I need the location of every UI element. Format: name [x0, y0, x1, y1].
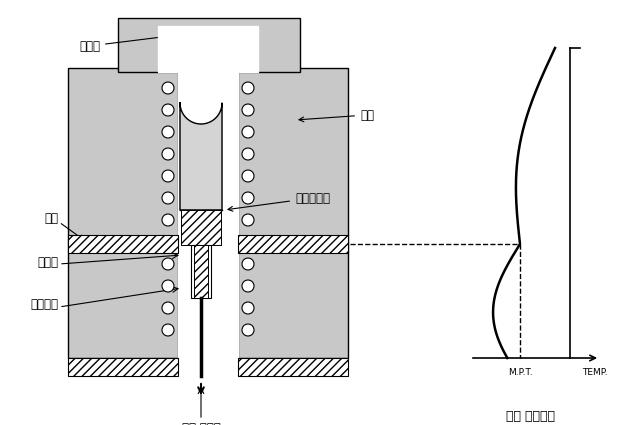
Text: 고액경계면: 고액경계면 [228, 192, 330, 211]
Bar [68, 235, 178, 253]
Text: 로내 온도분포: 로내 온도분포 [505, 410, 554, 423]
Circle shape [242, 258, 254, 270]
Circle shape [162, 82, 174, 94]
Bar [238, 358, 348, 376]
Bar [68, 358, 178, 376]
Bar [191, 245, 211, 298]
Circle shape [162, 280, 174, 292]
Bar [68, 68, 178, 358]
Circle shape [162, 126, 174, 138]
Circle shape [242, 104, 254, 116]
Circle shape [242, 82, 254, 94]
Circle shape [162, 192, 174, 204]
Text: 배플: 배플 [44, 212, 58, 224]
Text: 용탕: 용탕 [299, 108, 374, 122]
Text: 성장결정: 성장결정 [30, 298, 58, 312]
Circle shape [242, 170, 254, 182]
Bar [181, 210, 221, 245]
Circle shape [162, 258, 174, 270]
Bar [238, 68, 348, 358]
Circle shape [242, 192, 254, 204]
Circle shape [162, 170, 174, 182]
Circle shape [162, 302, 174, 314]
Circle shape [242, 324, 254, 336]
Circle shape [162, 214, 174, 226]
Text: 열전대: 열전대 [37, 255, 58, 269]
Text: 금속 지지대: 금속 지지대 [182, 422, 220, 425]
Bar [238, 235, 348, 253]
Polygon shape [180, 103, 222, 210]
Text: TEMP.: TEMP. [582, 368, 608, 377]
Circle shape [242, 126, 254, 138]
Text: 단열재: 단열재 [79, 34, 174, 53]
Bar [194, 245, 208, 298]
Circle shape [242, 302, 254, 314]
Circle shape [242, 214, 254, 226]
Circle shape [162, 148, 174, 160]
Circle shape [242, 280, 254, 292]
Circle shape [162, 324, 174, 336]
Circle shape [162, 104, 174, 116]
Bar [178, 68, 238, 358]
Bar [118, 18, 300, 72]
Circle shape [242, 148, 254, 160]
Text: M.P.T.: M.P.T. [508, 368, 533, 377]
Bar [158, 26, 258, 72]
